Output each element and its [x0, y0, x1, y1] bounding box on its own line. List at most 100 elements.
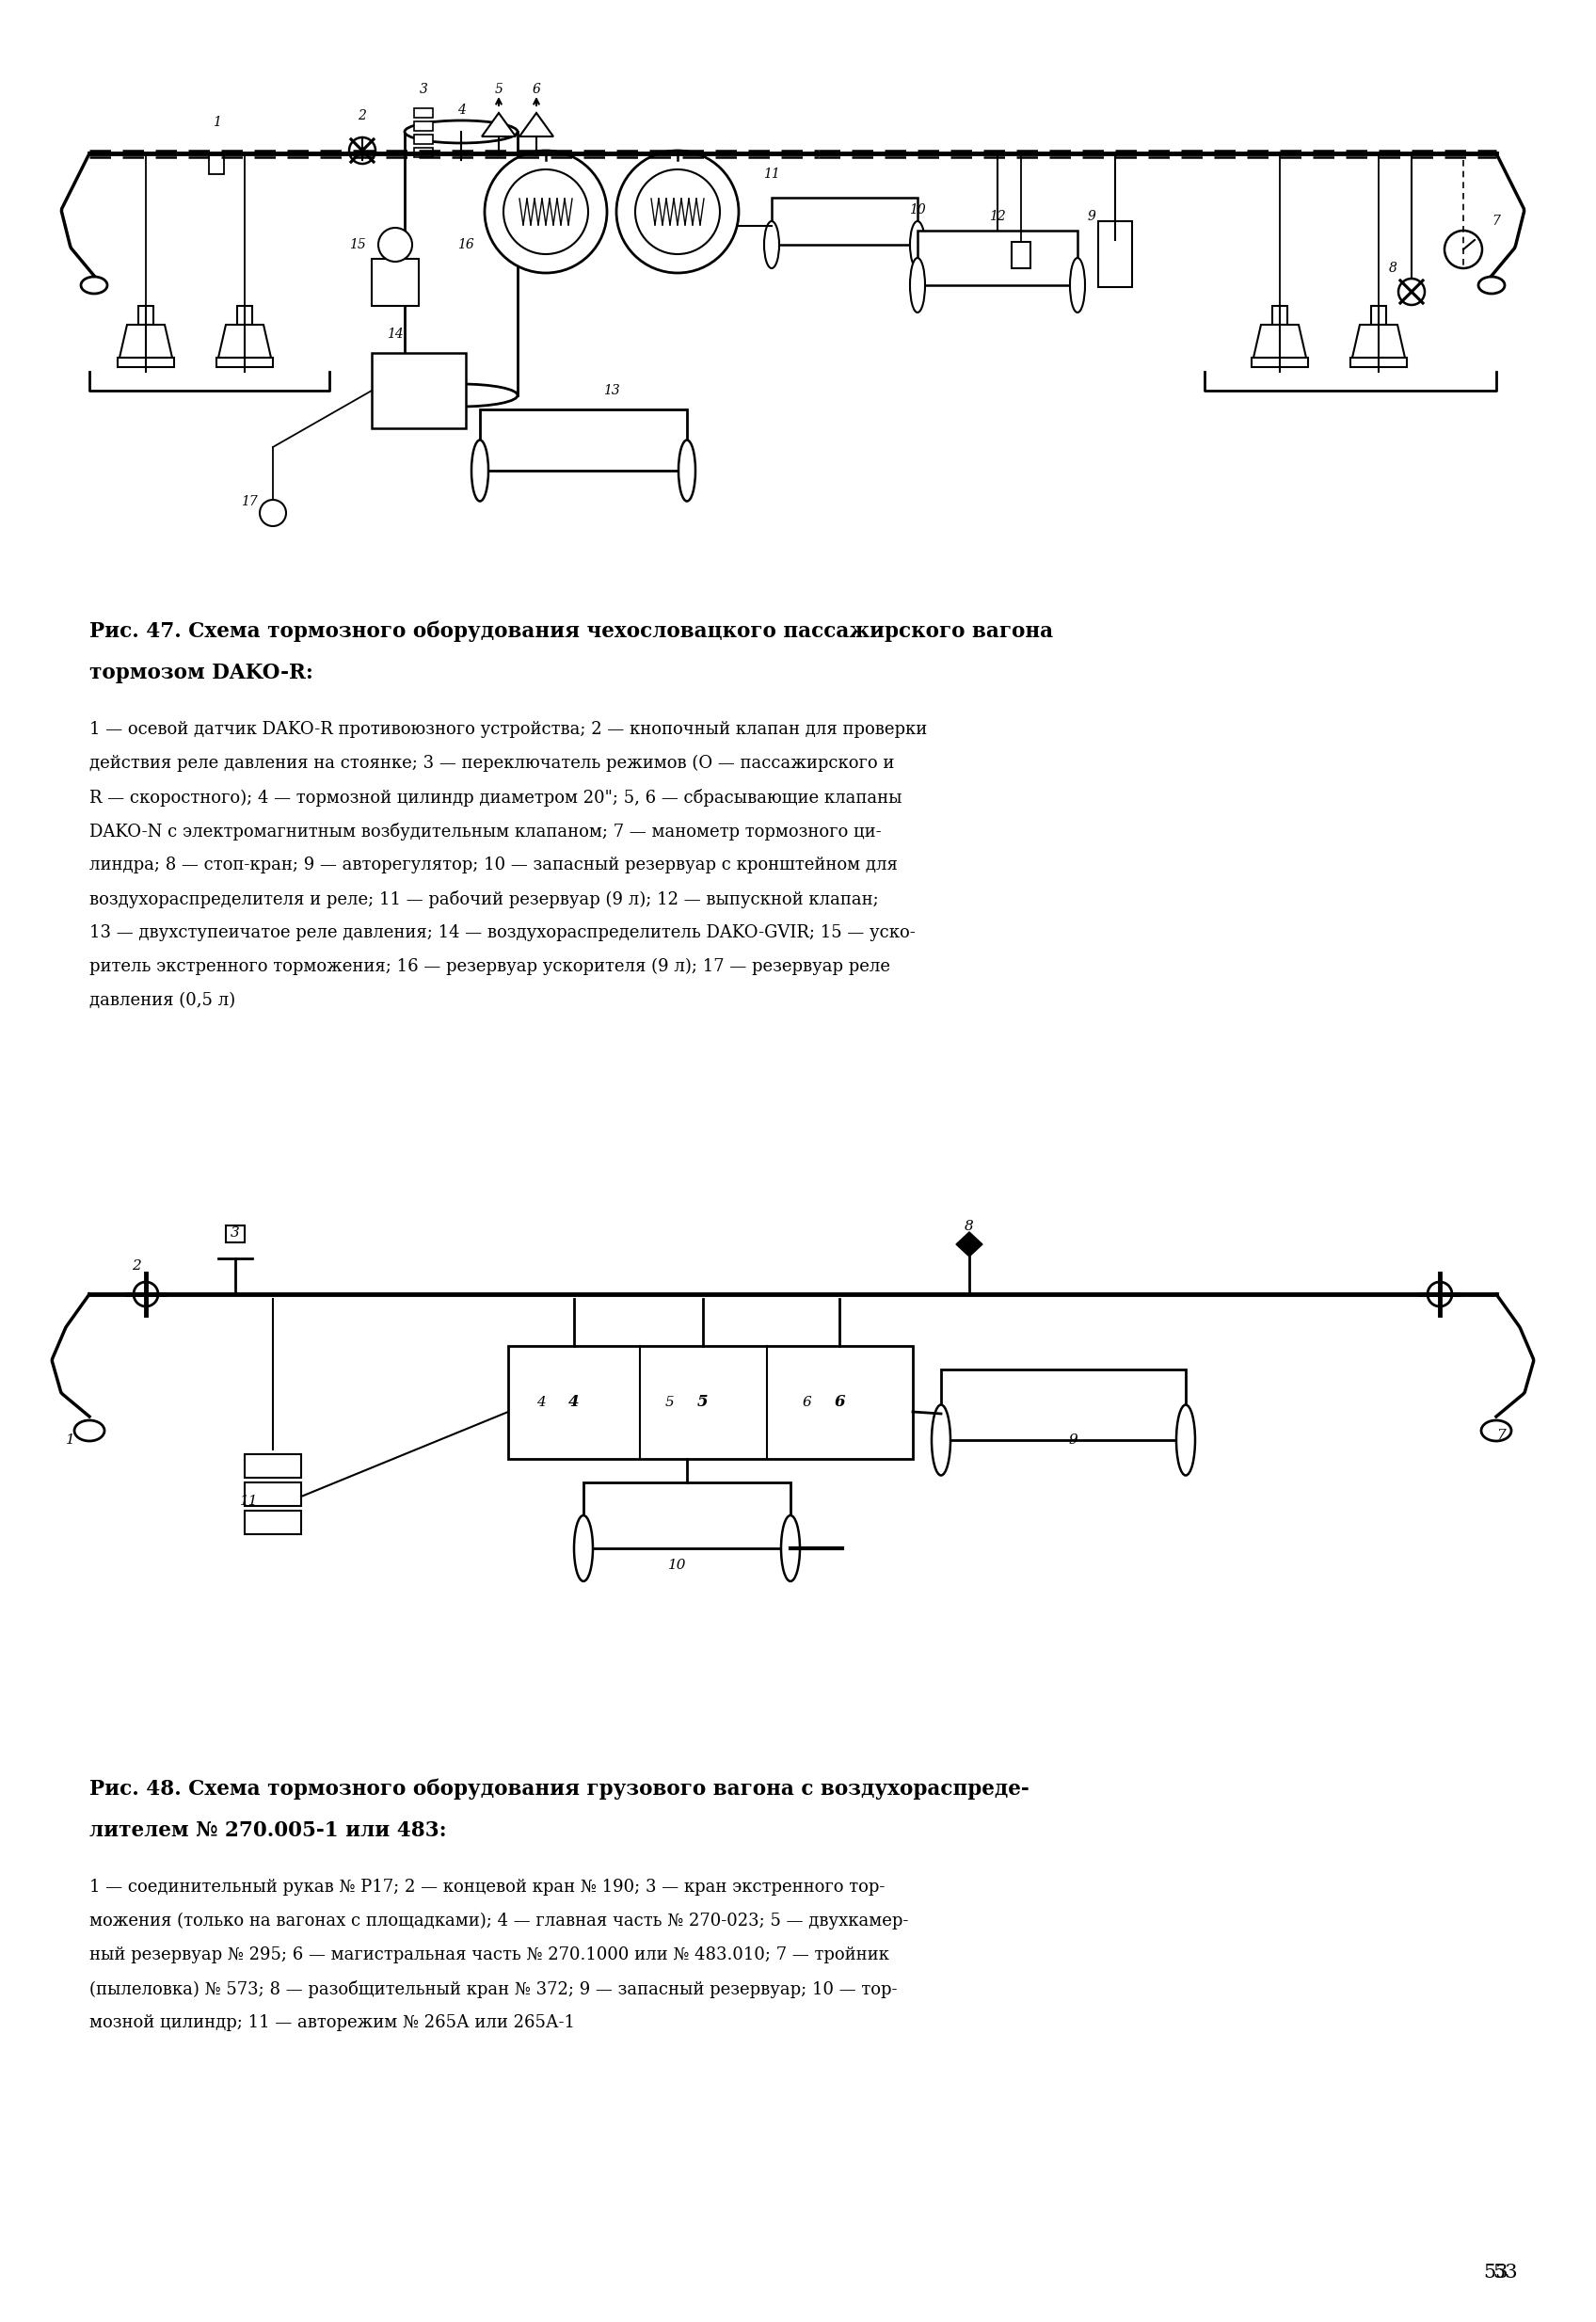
- Text: линдра; 8 — стоп-кран; 9 — авторегулятор; 10 — запасный резервуар с кронштейном : линдра; 8 — стоп-кран; 9 — авторегулятор…: [89, 857, 897, 873]
- Text: действия реле давления на стоянке; 3 — переключатель режимов (О — пассажирского : действия реле давления на стоянке; 3 — п…: [89, 755, 894, 771]
- Ellipse shape: [910, 258, 926, 313]
- Text: 1: 1: [212, 116, 220, 130]
- Bar: [508, 1347, 913, 1458]
- Polygon shape: [956, 1233, 983, 1256]
- Text: DAKO-N с электромагнитным возбудительным клапаном; 7 — манометр тормозного ци-: DAKO-N с электромагнитным возбудительным…: [89, 822, 881, 841]
- Bar: [918, 230, 1077, 286]
- Text: 16: 16: [458, 239, 474, 251]
- Bar: [584, 1481, 790, 1549]
- Text: Рис. 47. Схема тормозного оборудования чехословацкого пассажирского вагона: Рис. 47. Схема тормозного оборудования ч…: [89, 622, 1053, 643]
- Bar: [139, 307, 153, 325]
- Text: 10: 10: [910, 204, 926, 216]
- Ellipse shape: [1069, 258, 1085, 313]
- Text: воздухораспределителя и реле; 11 — рабочий резервуар (9 л); 12 — выпускной клапа: воздухораспределителя и реле; 11 — рабоч…: [89, 889, 879, 908]
- Text: 6: 6: [531, 84, 541, 95]
- Ellipse shape: [1478, 276, 1505, 293]
- Ellipse shape: [780, 1516, 800, 1581]
- Text: ный резервуар № 295; 6 — магистральная часть № 270.1000 или № 483.010; 7 — тройн: ный резервуар № 295; 6 — магистральная ч…: [89, 1946, 889, 1964]
- Text: 1 — соединительный рукав № Р17; 2 — концевой кран № 190; 3 — кран экстренного то: 1 — соединительный рукав № Р17; 2 — конц…: [89, 1878, 884, 1895]
- Bar: [118, 358, 174, 367]
- Circle shape: [616, 151, 739, 274]
- Circle shape: [260, 499, 286, 527]
- Text: 7: 7: [1492, 214, 1500, 228]
- Ellipse shape: [471, 441, 488, 502]
- Text: 8: 8: [964, 1219, 974, 1233]
- Text: 12: 12: [990, 209, 1005, 223]
- Bar: [244, 1512, 302, 1535]
- Text: можения (только на вагонах с площадками); 4 — главная часть № 270-023; 5 — двухк: можения (только на вагонах с площадками)…: [89, 1913, 908, 1930]
- Text: ритель экстренного торможения; 16 — резервуар ускорителя (9 л); 17 — резервуар р: ритель экстренного торможения; 16 — резе…: [89, 959, 891, 975]
- Text: 8: 8: [1389, 262, 1396, 274]
- Text: 4: 4: [568, 1396, 579, 1409]
- Circle shape: [350, 137, 375, 165]
- Bar: [942, 1370, 1186, 1440]
- Ellipse shape: [678, 441, 696, 502]
- Text: 15: 15: [350, 239, 365, 251]
- Bar: [771, 197, 918, 244]
- Bar: [238, 307, 252, 325]
- Bar: [1251, 358, 1309, 367]
- Bar: [1350, 358, 1406, 367]
- Text: (пылеловка) № 573; 8 — разобщительный кран № 372; 9 — запасный резервуар; 10 — т: (пылеловка) № 573; 8 — разобщительный кр…: [89, 1981, 897, 1999]
- Bar: [480, 409, 686, 471]
- Text: 5: 5: [666, 1396, 675, 1409]
- Text: 2: 2: [358, 109, 367, 123]
- Bar: [244, 1481, 302, 1507]
- Text: 3: 3: [420, 84, 428, 95]
- Text: 7: 7: [1497, 1428, 1505, 1442]
- Ellipse shape: [1176, 1405, 1195, 1474]
- Text: 6: 6: [835, 1396, 844, 1409]
- Text: мозной цилиндр; 11 — авторежим № 265А или 265А-1: мозной цилиндр; 11 — авторежим № 265А ил…: [89, 2013, 575, 2032]
- Bar: [1098, 221, 1132, 288]
- Text: R — скоростного); 4 — тормозной цилиндр диаметром 20"; 5, 6 — сбрасывающие клапа: R — скоростного); 4 — тормозной цилиндр …: [89, 789, 902, 806]
- Text: 9: 9: [1087, 209, 1096, 223]
- Ellipse shape: [81, 276, 107, 293]
- Text: 5: 5: [697, 1396, 709, 1409]
- Ellipse shape: [75, 1421, 104, 1442]
- Bar: [1272, 307, 1288, 325]
- Polygon shape: [120, 325, 172, 358]
- Polygon shape: [519, 114, 554, 137]
- Text: 4: 4: [456, 104, 466, 116]
- Text: лителем № 270.005-1 или 483:: лителем № 270.005-1 или 483:: [89, 1820, 447, 1841]
- Ellipse shape: [932, 1405, 951, 1474]
- Polygon shape: [482, 114, 516, 137]
- Bar: [413, 135, 433, 144]
- Bar: [413, 149, 433, 158]
- Circle shape: [485, 151, 606, 274]
- Bar: [227, 1226, 244, 1242]
- Bar: [217, 358, 273, 367]
- Bar: [413, 121, 433, 130]
- Ellipse shape: [405, 121, 517, 144]
- Text: 6: 6: [801, 1396, 811, 1409]
- Text: давления (0,5 л): давления (0,5 л): [89, 991, 235, 1010]
- Text: 10: 10: [669, 1558, 686, 1572]
- Ellipse shape: [575, 1516, 592, 1581]
- Text: 1: 1: [65, 1433, 75, 1447]
- Text: 3: 3: [231, 1226, 239, 1240]
- Polygon shape: [1352, 325, 1404, 358]
- Text: 11: 11: [763, 167, 780, 181]
- Circle shape: [635, 170, 720, 253]
- Bar: [413, 109, 433, 118]
- Text: 5: 5: [495, 84, 503, 95]
- Bar: [372, 258, 418, 307]
- Text: 17: 17: [241, 495, 257, 509]
- Polygon shape: [219, 325, 271, 358]
- Circle shape: [1444, 230, 1483, 269]
- Text: 9: 9: [1068, 1433, 1077, 1447]
- Polygon shape: [1253, 325, 1306, 358]
- Text: 53: 53: [1494, 2264, 1518, 2283]
- Text: 4: 4: [536, 1396, 546, 1409]
- Text: 11: 11: [241, 1495, 259, 1507]
- Text: 1 — осевой датчик DAKO-R противоюзного устройства; 2 — кнопочный клапан для пров: 1 — осевой датчик DAKO-R противоюзного у…: [89, 720, 927, 738]
- Bar: [1371, 307, 1387, 325]
- Text: Рис. 48. Схема тормозного оборудования грузового вагона с воздухораспреде-: Рис. 48. Схема тормозного оборудования г…: [89, 1779, 1029, 1800]
- Bar: [244, 1454, 302, 1477]
- Circle shape: [503, 170, 589, 253]
- Text: тормозом DAKO-R:: тормозом DAKO-R:: [89, 662, 313, 683]
- Ellipse shape: [1481, 1421, 1511, 1442]
- Circle shape: [1398, 279, 1425, 304]
- Bar: [405, 132, 517, 395]
- Bar: [209, 153, 223, 174]
